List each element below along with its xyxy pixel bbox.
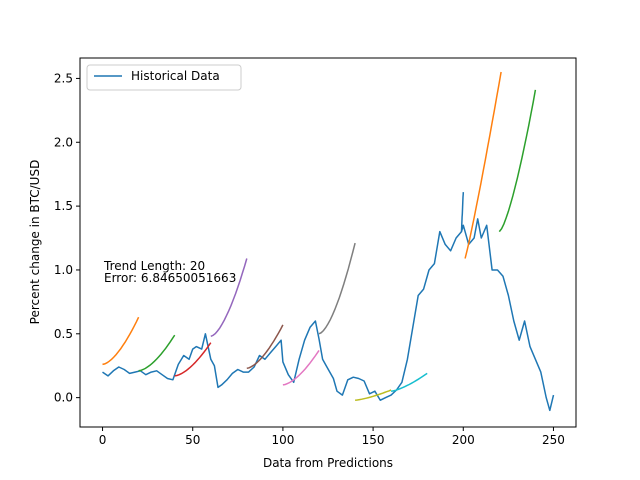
trend-line-12 (498, 89, 537, 233)
axes-frame (79, 57, 577, 428)
annotation-error: Error: 6.84650051663 (104, 271, 236, 285)
ticks: 0 50 100 150 200 250 0.0 0.5 1.0 1.5 2.0 2.5 (54, 71, 565, 447)
legend-label-historical: Historical Data (131, 69, 220, 83)
trend-line-8 (355, 389, 392, 401)
trend-line-9 (391, 372, 428, 392)
y-axis-label: Percent change in BTC/USD (28, 160, 42, 325)
legend-box (86, 64, 242, 91)
trend-line-4 (210, 258, 248, 337)
y-tick-label: 1.0 (54, 263, 73, 277)
trend-line-1 (102, 316, 140, 366)
y-tick-label: 0.0 (54, 391, 73, 405)
trend-line-11 (464, 71, 502, 259)
legend: Historical Data (86, 64, 242, 91)
annotation-trend-length: Trend Length: 20 (103, 259, 205, 273)
x-tick-label: 100 (271, 433, 294, 447)
y-tick-label: 2.0 (54, 135, 73, 149)
trend-line-2 (138, 334, 176, 372)
series-historical-data (102, 218, 555, 412)
x-tick-label: 0 (99, 433, 107, 447)
trend-line-7 (318, 242, 356, 335)
y-tick-label: 0.5 (54, 327, 73, 341)
trend-line-3 (174, 342, 212, 377)
x-tick-label: 250 (542, 433, 565, 447)
y-tick-label: 1.5 (54, 199, 73, 213)
trend-line-6 (282, 349, 320, 386)
x-axis-label: Data from Predictions (263, 456, 393, 470)
y-tick-label: 2.5 (54, 71, 73, 85)
x-tick-label: 150 (362, 433, 385, 447)
plot-area (102, 71, 555, 412)
x-tick-label: 200 (452, 433, 475, 447)
trend-line-5 (246, 324, 284, 370)
x-tick-label: 50 (185, 433, 200, 447)
trend-line-10 (460, 192, 465, 232)
